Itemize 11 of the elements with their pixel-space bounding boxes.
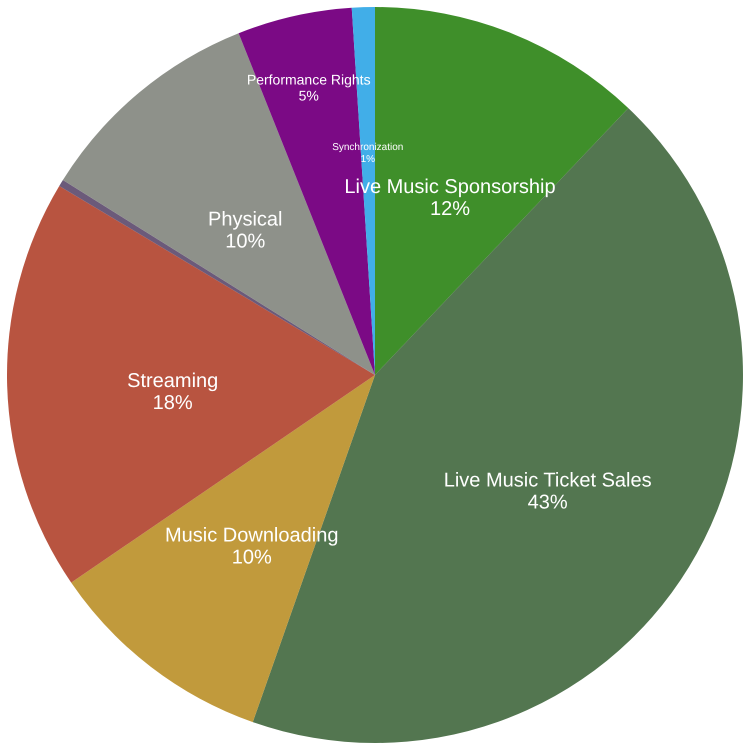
data-label: 1% xyxy=(360,154,376,165)
data-label: 10% xyxy=(232,546,272,569)
slice-label: Streaming xyxy=(127,370,218,392)
data-label: 18% xyxy=(152,392,193,414)
slice-label: Live Music Ticket Sales xyxy=(444,470,652,492)
slice-label: Physical xyxy=(208,208,282,231)
data-label: 43% xyxy=(528,492,568,514)
data-label: 12% xyxy=(430,198,470,220)
data-label: 5% xyxy=(298,88,319,104)
data-label: 10% xyxy=(225,230,266,253)
slice-label: Live Music Sponsorship xyxy=(344,176,556,198)
